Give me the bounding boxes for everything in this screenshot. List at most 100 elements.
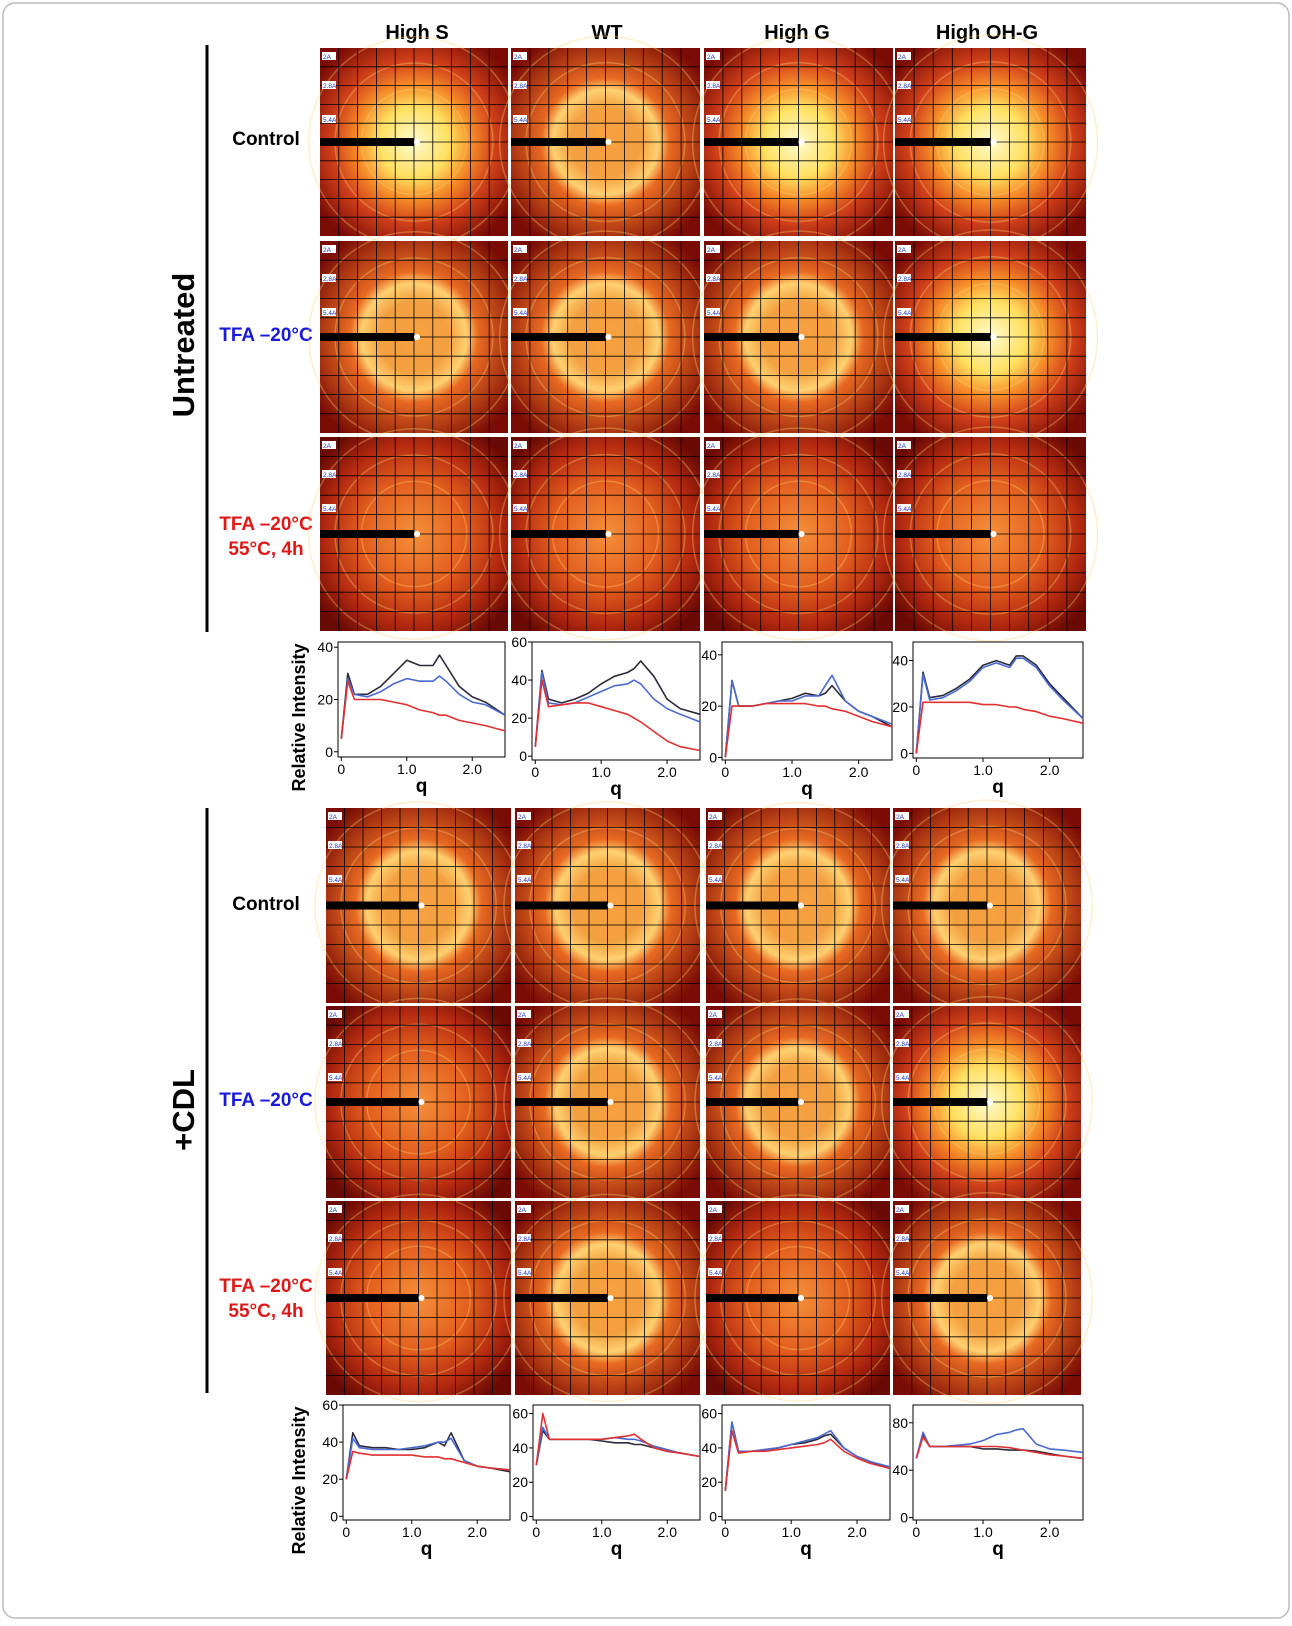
x-tick-label: 1.0 — [973, 762, 993, 778]
resolution-label: 2.8A — [323, 83, 337, 90]
beam-center — [987, 1295, 993, 1301]
y-tick-label: 40 — [701, 647, 717, 663]
column-header: High S — [385, 22, 448, 44]
beam-center — [799, 139, 805, 145]
resolution-label: 2.8A — [898, 472, 912, 479]
resolution-label: 5.4A — [709, 877, 723, 884]
x-tick-label: 0 — [337, 761, 345, 777]
plot-area — [722, 1405, 890, 1520]
resolution-label: 2.8A — [329, 1041, 343, 1048]
x-tick-label: 0 — [531, 764, 539, 780]
x-tick-label: 0 — [912, 762, 920, 778]
diffraction-image: 2A2.8A5.4A — [504, 998, 711, 1205]
beamstop — [706, 1098, 798, 1106]
diffraction-image: 2A2.8A5.4A — [309, 429, 520, 640]
x-tick-label: 2.0 — [657, 764, 677, 780]
resolution-label: 2.8A — [898, 276, 912, 283]
resolution-label: 2A — [518, 1207, 527, 1214]
diffraction-image: 2A2.8A5.4A — [500, 231, 712, 443]
resolution-label: 2.8A — [707, 83, 721, 90]
y-tick-label: 60 — [511, 634, 527, 650]
resolution-label: 2A — [329, 814, 338, 821]
y-tick-label: 40 — [511, 672, 527, 688]
x-axis-label: q — [611, 1539, 623, 1560]
resolution-label: 2A — [707, 54, 716, 61]
resolution-label: 2.8A — [709, 1041, 723, 1048]
y-tick-label: 20 — [512, 1474, 528, 1490]
beamstop — [515, 902, 608, 910]
x-tick-label: 2.0 — [468, 1524, 488, 1540]
row-label: TFA –20°C — [219, 1090, 313, 1111]
x-axis-label: q — [992, 777, 1004, 798]
resolution-label: 2A — [514, 443, 523, 450]
resolution-label: 5.4A — [514, 117, 528, 124]
resolution-label: 2A — [329, 1012, 338, 1019]
diffraction-image: 2A2.8A5.4A — [315, 998, 522, 1205]
diffraction-image: 2A2.8A5.4A — [693, 428, 905, 640]
x-tick-label: 1.0 — [591, 764, 611, 780]
row-label: Control — [232, 894, 300, 915]
resolution-label: 2A — [707, 443, 716, 450]
resolution-label: 5.4A — [514, 310, 528, 317]
x-tick-label: 0 — [342, 1524, 350, 1540]
resolution-label: 5.4A — [329, 1270, 343, 1277]
row-label: Control — [232, 129, 300, 150]
diffraction-image: 2A2.8A5.4A — [504, 802, 711, 1009]
plot-area — [343, 1405, 510, 1520]
beamstop — [706, 902, 798, 910]
x-tick-label: 2.0 — [1040, 762, 1060, 778]
x-tick-label: 1.0 — [402, 1524, 422, 1540]
beamstop — [895, 138, 991, 146]
resolution-label: 5.4A — [709, 1270, 723, 1277]
resolution-label: 2.8A — [514, 83, 528, 90]
resolution-label: 2.8A — [518, 1041, 532, 1048]
beam-center — [987, 1099, 993, 1105]
diffraction-image: 2A2.8A5.4A — [884, 427, 1098, 641]
x-tick-label: 2.0 — [658, 1524, 678, 1540]
beamstop — [320, 138, 414, 146]
resolution-label: 2.8A — [514, 472, 528, 479]
resolution-label: 2A — [707, 247, 716, 254]
y-tick-label: 60 — [512, 1406, 528, 1422]
beamstop — [895, 530, 991, 538]
resolution-label: 2A — [898, 443, 907, 450]
beam-center — [419, 1099, 425, 1105]
plot-area — [913, 1405, 1083, 1520]
y-tick-label: 40 — [701, 1440, 717, 1456]
beamstop — [515, 1294, 608, 1302]
beamstop — [893, 1294, 987, 1302]
x-tick-label: 0 — [721, 764, 729, 780]
resolution-label: 2A — [514, 54, 523, 61]
beam-center — [414, 139, 420, 145]
resolution-label: 2A — [323, 443, 332, 450]
x-axis-label: q — [416, 776, 428, 797]
x-tick-label: 2.0 — [463, 761, 483, 777]
plot-area — [533, 1405, 700, 1520]
y-tick-label: 20 — [322, 1471, 338, 1487]
y-tick-label: 40 — [317, 639, 333, 655]
beamstop — [704, 530, 799, 538]
x-axis-label: q — [801, 779, 813, 800]
diffraction-image: 2A2.8A5.4A — [695, 802, 901, 1008]
y-tick-label: 60 — [701, 1406, 717, 1422]
diffraction-image: 2A2.8A5.4A — [884, 230, 1098, 444]
diffraction-image: 2A2.8A5.4A — [884, 35, 1098, 249]
resolution-label: 5.4A — [896, 1270, 910, 1277]
beam-center — [419, 1295, 425, 1301]
beam-center — [799, 334, 805, 340]
resolution-label: 2A — [323, 54, 332, 61]
y-tick-label: 40 — [892, 1462, 908, 1478]
y-tick-label: 20 — [892, 699, 908, 715]
diffraction-image: 2A2.8A5.4A — [693, 231, 905, 443]
beam-center — [799, 531, 805, 537]
diffraction-image: 2A2.8A5.4A — [882, 800, 1093, 1011]
beam-center — [606, 334, 612, 340]
beam-center — [414, 531, 420, 537]
y-tick-label: 0 — [709, 1509, 717, 1525]
resolution-label: 2A — [898, 247, 907, 254]
resolution-label: 5.4A — [707, 117, 721, 124]
resolution-label: 5.4A — [896, 877, 910, 884]
y-tick-label: 60 — [322, 1397, 338, 1413]
resolution-label: 2.8A — [707, 472, 721, 479]
resolution-label: 2A — [898, 54, 907, 61]
